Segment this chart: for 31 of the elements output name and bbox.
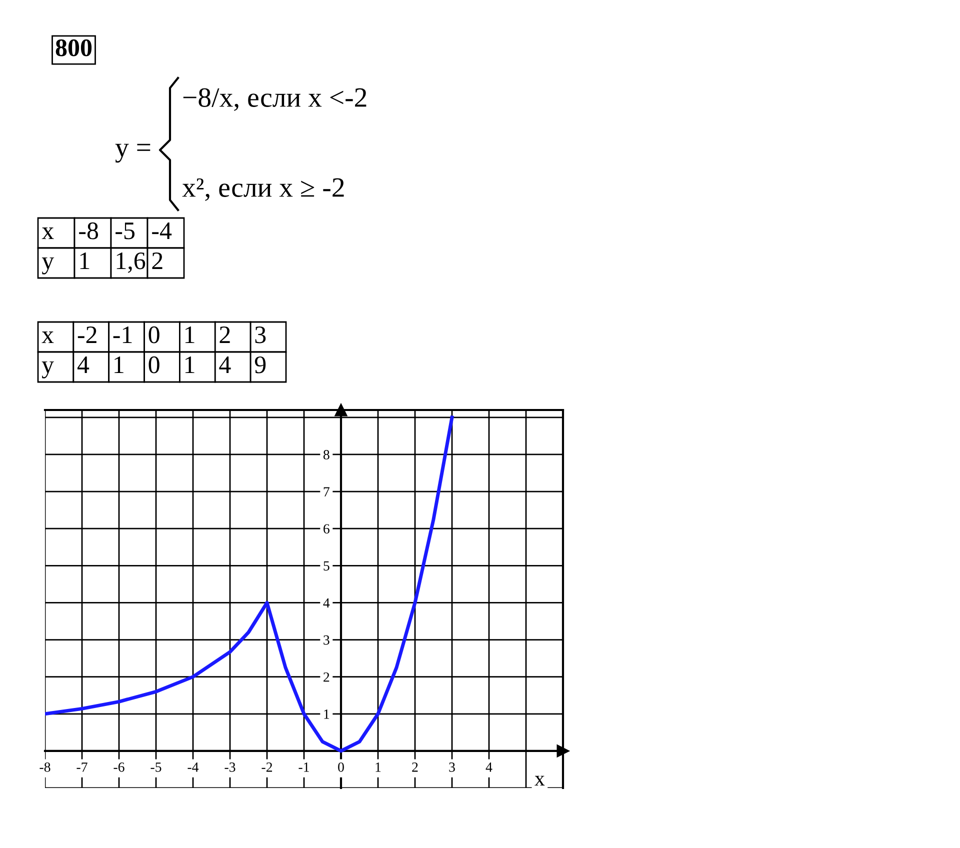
x-tick-label: -6 <box>114 762 124 772</box>
x-tick-label: 1 <box>376 762 381 772</box>
text: y 1 1,6 2 <box>42 252 162 274</box>
x-tick-label: -7 <box>76 762 88 772</box>
y-tick-label: 2 <box>324 672 330 682</box>
y-tick-label: 8 <box>323 450 330 460</box>
x-tick-label: -8 <box>40 762 50 772</box>
y-tick-label: 3 <box>324 635 330 645</box>
y-tick-label: 5 <box>324 561 330 571</box>
y-tick-label: 7 <box>324 487 330 496</box>
text: 800 <box>56 39 92 56</box>
text: y 4 1 0 1 4 9 <box>42 356 266 378</box>
line-series <box>45 416 454 753</box>
x-tick-label: 2 <box>412 762 418 772</box>
text: −8/x, если x <-2 <box>183 88 366 111</box>
x-tick-label: -3 <box>224 762 236 772</box>
text: x², если x ≥ -2 <box>182 178 344 201</box>
text: x -8 -5 -4 <box>42 222 172 240</box>
x-tick-label: -5 <box>150 762 162 772</box>
x-tick-label: 3 <box>449 762 455 772</box>
x-tick-label: -2 <box>262 762 272 772</box>
x-tick-label: 0 <box>338 762 344 772</box>
x-tick-label: -1 <box>298 762 309 772</box>
y-tick-label: 6 <box>324 524 330 534</box>
x-tick-label: 4 <box>486 762 492 772</box>
y-tick-label: 1 <box>324 710 330 719</box>
y-tick-label: 4 <box>323 598 330 608</box>
x-tick-label: -4 <box>188 762 199 772</box>
text: x -2 -1 0 1 2 3 <box>42 326 266 344</box>
x-axis-title: x <box>534 776 545 786</box>
text: y = <box>115 144 150 163</box>
